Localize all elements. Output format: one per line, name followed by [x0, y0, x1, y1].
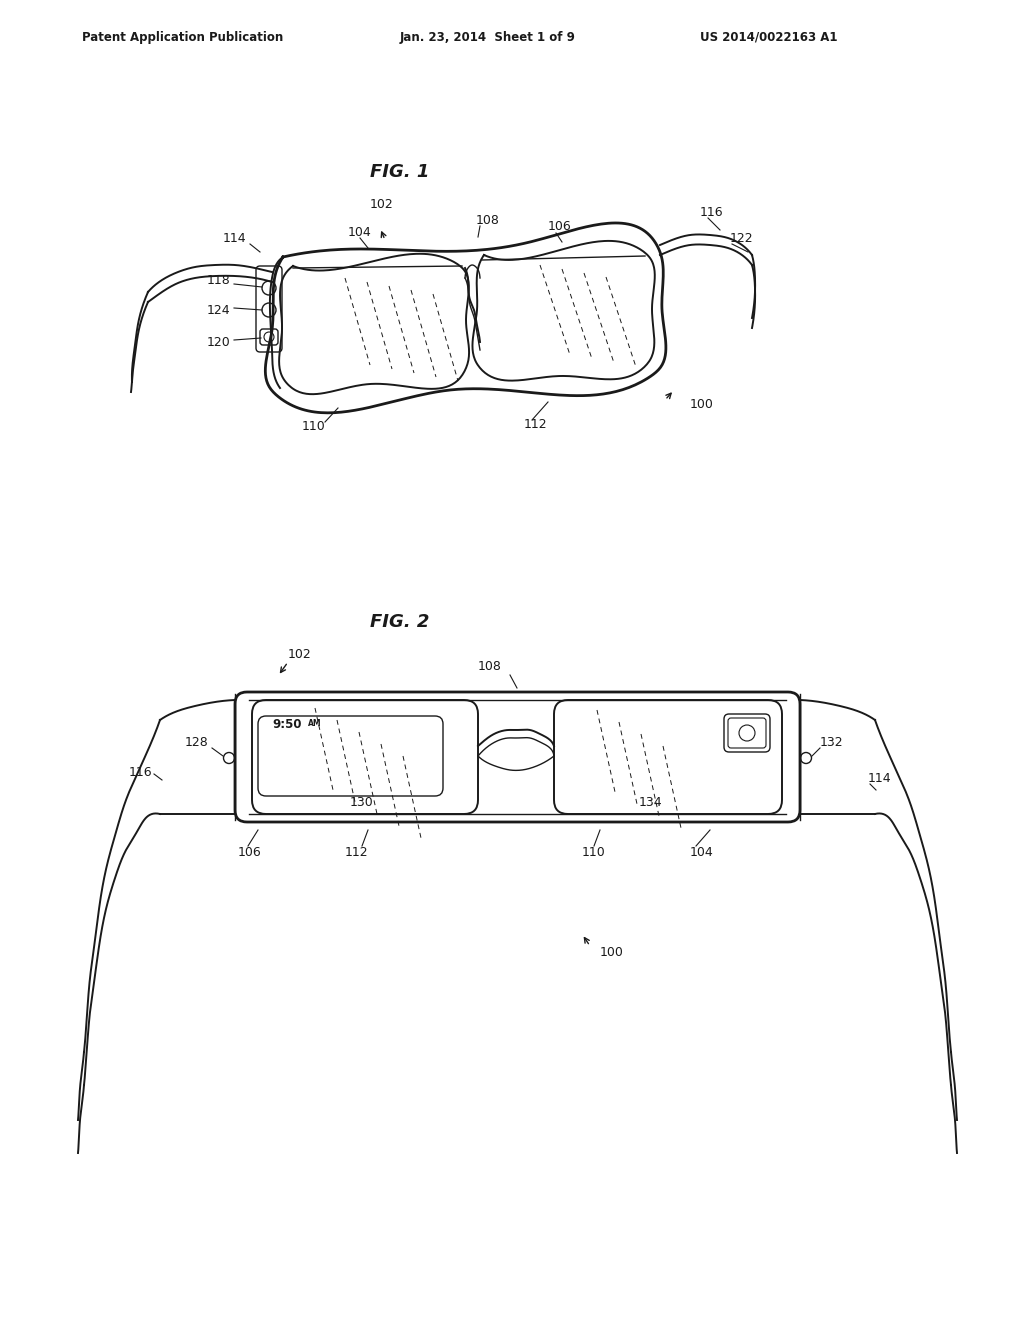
Text: 124: 124: [207, 304, 230, 317]
Text: 104: 104: [690, 846, 714, 858]
Text: FIG. 2: FIG. 2: [371, 612, 430, 631]
Text: 102: 102: [370, 198, 394, 211]
Text: 100: 100: [690, 399, 714, 412]
Text: 122: 122: [730, 231, 754, 244]
Text: 106: 106: [238, 846, 262, 858]
Text: 100: 100: [600, 945, 624, 958]
Text: 102: 102: [288, 648, 311, 661]
Text: AM: AM: [308, 718, 322, 727]
Text: 112: 112: [344, 846, 368, 858]
Text: 116: 116: [700, 206, 724, 219]
Text: 120: 120: [206, 335, 230, 348]
Text: 116: 116: [128, 766, 152, 779]
Text: FIG. 1: FIG. 1: [371, 162, 430, 181]
Text: 110: 110: [582, 846, 606, 858]
Text: 106: 106: [548, 220, 571, 234]
Text: 110: 110: [302, 421, 326, 433]
Text: 134: 134: [638, 796, 662, 808]
Text: 104: 104: [348, 226, 372, 239]
Text: 132: 132: [820, 735, 844, 748]
Text: 108: 108: [476, 214, 500, 227]
Text: 114: 114: [222, 231, 246, 244]
Text: Jan. 23, 2014  Sheet 1 of 9: Jan. 23, 2014 Sheet 1 of 9: [400, 30, 575, 44]
Text: 128: 128: [184, 735, 208, 748]
Text: 118: 118: [206, 273, 230, 286]
Text: 114: 114: [868, 771, 892, 784]
Text: 130: 130: [350, 796, 374, 808]
Text: US 2014/0022163 A1: US 2014/0022163 A1: [700, 30, 838, 44]
Text: 108: 108: [478, 660, 502, 673]
Text: Patent Application Publication: Patent Application Publication: [82, 30, 284, 44]
Text: 112: 112: [524, 418, 548, 432]
Text: 9:50: 9:50: [272, 718, 301, 730]
